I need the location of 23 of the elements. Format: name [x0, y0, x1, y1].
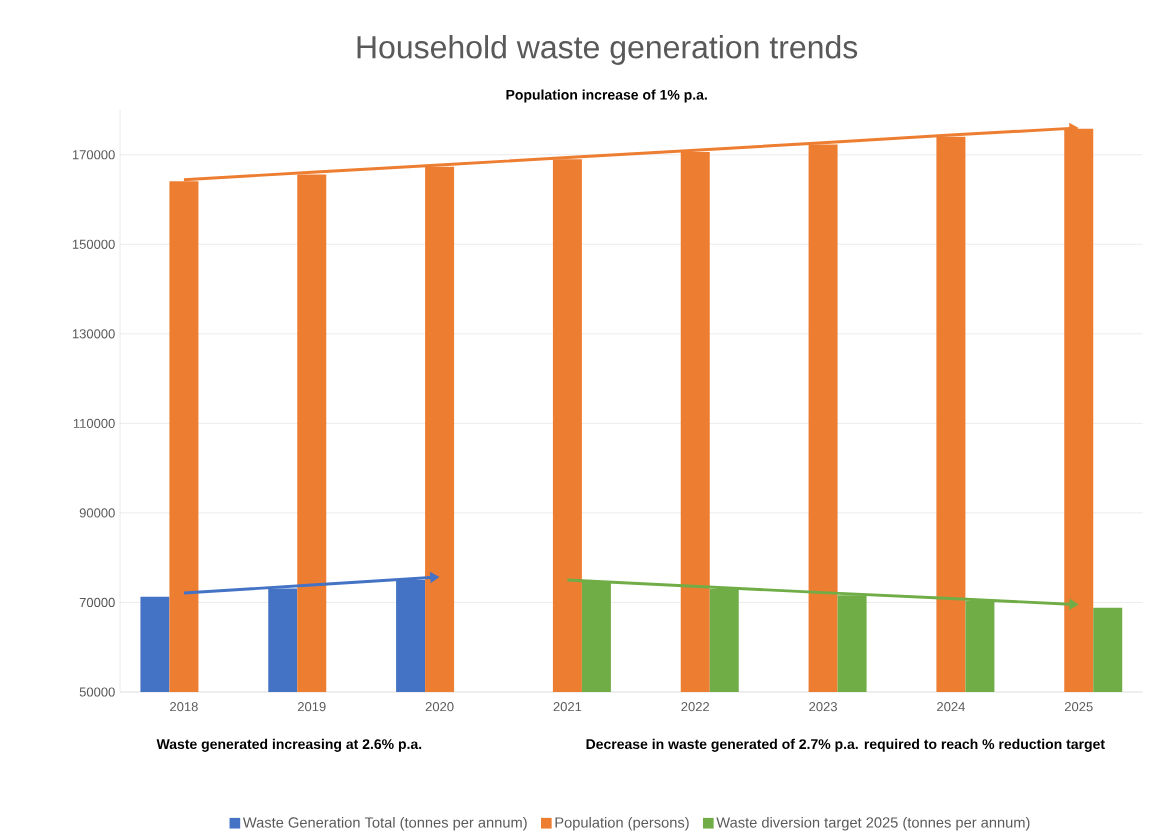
x-tick-label: 2022 [681, 702, 710, 712]
legend-label: Waste diversion target 2025 (tonnes per annum) [716, 816, 1030, 831]
x-tick-label: 2021 [553, 702, 582, 712]
x-tick-label: 2025 [1064, 702, 1093, 712]
chart-title: Household waste generation trends [357, 35, 858, 65]
chart-subtitle: Population increase of 1% p.a. [506, 89, 707, 103]
y-tick-label: 50000 [79, 687, 115, 697]
text: Decrease in waste generated of 2.7% p.a. required to reach % reduction target [586, 738, 1105, 752]
y-tick-label: 130000 [72, 329, 115, 339]
point [1069, 599, 1078, 610]
y-tick-label: 150000 [72, 239, 115, 249]
x-tick-label: 2023 [809, 702, 837, 712]
x-tick-label: 2019 [297, 702, 326, 712]
x-tick-label: 2020 [425, 702, 454, 712]
x-tick-label: 2024 [937, 702, 965, 712]
legend-label: Population (persons) [555, 816, 689, 831]
y-tick-label: 110000 [73, 418, 115, 429]
y-tick-label: 70000 [79, 597, 115, 608]
y-tick-label: 170000 [72, 150, 115, 160]
legend-label: Waste Generation Total (tonnes per annum) [242, 816, 527, 831]
text: Waste generated increasing at 2.6% p.a. [156, 738, 422, 752]
y-tick-label: 90000 [79, 508, 115, 518]
x-tick-label: 2018 [170, 702, 198, 712]
